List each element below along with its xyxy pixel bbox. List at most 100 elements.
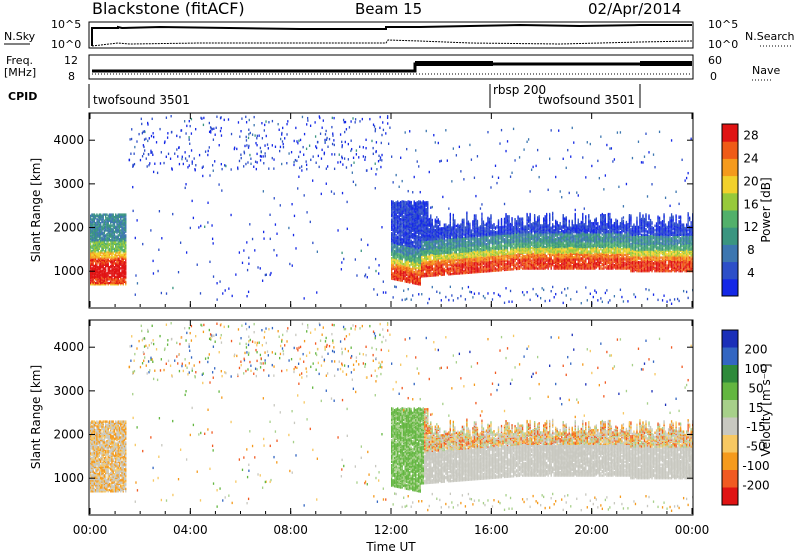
power-cell — [345, 128, 348, 131]
power-cell — [108, 252, 111, 255]
power-cell — [436, 270, 438, 274]
power-cell — [188, 138, 190, 141]
power-cell — [416, 247, 418, 250]
power-cell — [93, 250, 96, 253]
power-cell — [100, 259, 102, 263]
power-cell — [120, 261, 122, 264]
power-cell — [92, 230, 94, 233]
power-cell — [464, 268, 467, 271]
power-cell — [341, 144, 343, 147]
power-cell — [122, 226, 124, 230]
power-cell — [269, 273, 271, 277]
power-cell — [490, 247, 492, 250]
power-cell — [97, 240, 99, 243]
power-cell — [97, 274, 99, 277]
power-cell — [92, 283, 94, 286]
power-cell — [103, 254, 106, 258]
power-cell — [105, 250, 107, 253]
power-cell — [123, 246, 126, 249]
power-cell — [103, 230, 106, 233]
power-cell — [151, 151, 153, 154]
power-cell — [449, 267, 451, 270]
power-cell — [293, 139, 295, 143]
power-cell — [445, 268, 447, 272]
power-cell — [403, 231, 405, 234]
power-cell — [122, 254, 124, 258]
power-cell — [424, 234, 426, 237]
power-cell — [401, 229, 403, 233]
power-cell — [103, 241, 106, 244]
power-cell — [409, 228, 411, 232]
power-cell — [179, 241, 182, 244]
power-cell — [105, 220, 107, 224]
power-cell — [117, 248, 119, 252]
power-cell — [333, 192, 335, 195]
power-cell — [172, 286, 174, 290]
power-cell — [123, 270, 126, 274]
power-cell — [184, 157, 187, 160]
power-cell — [433, 233, 435, 236]
power-cell — [123, 268, 126, 271]
power-cell — [488, 224, 491, 227]
power-cell — [475, 222, 477, 225]
power-cell — [412, 257, 414, 261]
power-cell — [106, 224, 108, 227]
power-cell — [115, 225, 117, 229]
power-cell — [482, 260, 485, 263]
power-cell — [103, 261, 106, 264]
power-cell — [96, 274, 98, 277]
power-cell — [96, 283, 98, 286]
power-cell — [95, 225, 97, 229]
power-cell — [403, 262, 405, 266]
power-cell — [190, 132, 193, 135]
power-cell — [473, 292, 476, 295]
power-cell — [428, 170, 430, 174]
power-cell — [91, 246, 93, 249]
power-cell — [101, 250, 103, 253]
power-cell — [473, 216, 476, 220]
power-cell — [103, 242, 106, 246]
power-cell — [202, 165, 204, 168]
power-cell — [253, 123, 255, 127]
power-cell — [120, 229, 122, 232]
power-cell — [472, 254, 474, 257]
power-cell — [110, 265, 112, 269]
power-cell — [95, 267, 97, 270]
power-cell — [314, 135, 317, 138]
power-cell — [208, 146, 210, 149]
power-cell — [430, 249, 432, 252]
power-cell — [98, 283, 101, 286]
power-cell — [142, 144, 145, 147]
power-cell — [487, 216, 489, 220]
power-cell — [115, 280, 117, 284]
power-cell — [106, 225, 108, 229]
power-cell — [416, 235, 418, 238]
power-cell — [445, 244, 447, 248]
power-cell — [123, 242, 126, 246]
power-cell — [421, 204, 423, 208]
power-cell — [118, 231, 121, 235]
power-cell — [107, 221, 109, 225]
power-cell — [325, 138, 328, 141]
power-cell — [397, 235, 399, 238]
power-cell — [341, 155, 343, 158]
power-cell — [90, 257, 92, 260]
power-cell — [482, 220, 485, 223]
power-cell — [445, 265, 447, 268]
nsky-line — [91, 23, 692, 46]
power-cell — [112, 235, 114, 238]
power-cell — [436, 258, 438, 261]
power-cell — [106, 276, 108, 280]
power-cell — [158, 210, 161, 213]
power-cell — [460, 242, 462, 246]
power-cell — [105, 256, 107, 259]
power-cell — [416, 224, 418, 228]
power-cell — [113, 258, 116, 262]
power-cell — [331, 125, 333, 129]
power-cell — [111, 273, 113, 276]
power-cell — [95, 228, 97, 231]
power-cell — [91, 283, 93, 286]
power-cell — [100, 243, 102, 247]
power-cell — [125, 254, 127, 258]
power-cell — [98, 214, 101, 218]
